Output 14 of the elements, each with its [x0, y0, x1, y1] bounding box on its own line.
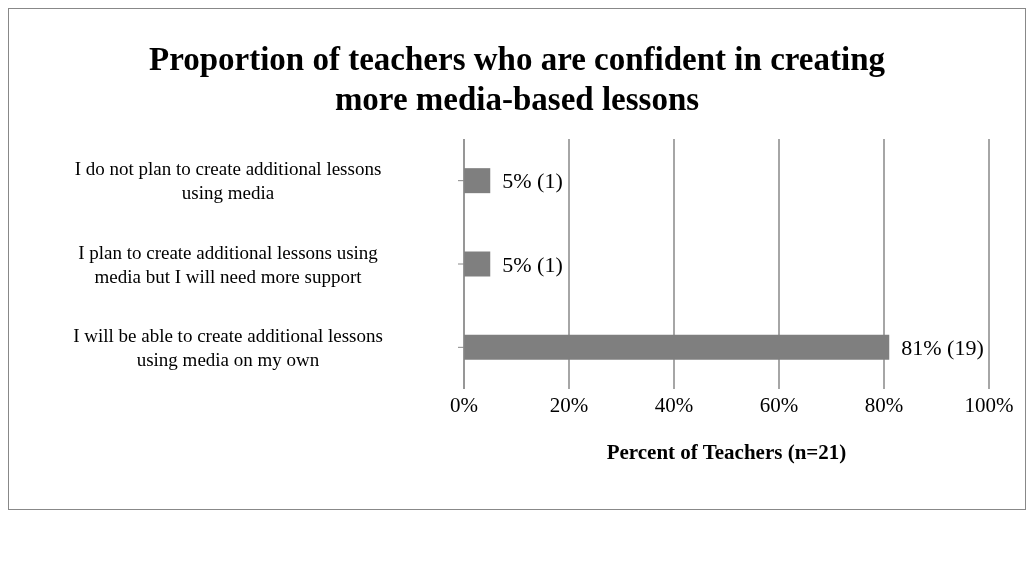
data-label: 5% (1)	[502, 168, 563, 194]
x-tick-label: 0%	[450, 392, 478, 417]
x-axis-title: Percent of Teachers (n=21)	[606, 440, 847, 464]
x-tick-label: 40%	[654, 392, 694, 417]
x-tick-label: 20%	[549, 392, 589, 417]
x-tick-label: 80%	[864, 392, 904, 417]
x-tick-label: 60%	[759, 392, 799, 417]
data-label: 81% (19)	[901, 335, 984, 361]
y-tick-label: I plan to create additional lessons using media but I will need more support	[78, 241, 379, 287]
x-tick-label: 100%	[964, 392, 1014, 417]
data-label: 5% (1)	[502, 251, 563, 277]
y-tick-label: I do not plan to create additional lessons using media	[74, 158, 382, 204]
y-tick-label: I will be able to create additional lessons using media on my own	[73, 324, 383, 370]
chart-title: Proportion of teachers who are confident in creating more media-based lessons	[148, 40, 886, 119]
